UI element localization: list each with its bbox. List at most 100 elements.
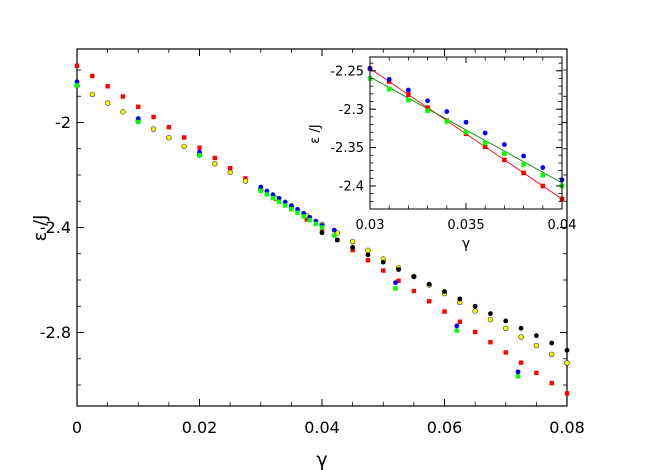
main-series-3-point [135, 116, 141, 121]
inset-series-2-point [463, 129, 469, 135]
main-series-0-point [549, 380, 554, 386]
main-series-3-point [282, 199, 288, 205]
main-x-tick-label: 0.02 [182, 418, 218, 437]
main-series-0-point [90, 73, 95, 79]
main-series-0-point [350, 247, 355, 253]
main-series-4-point [276, 199, 282, 204]
main-series-0-point [166, 125, 172, 130]
inset-x-tick-label: 0.04 [548, 218, 577, 233]
main-series-0-point [105, 84, 110, 89]
main-series-4-point [515, 374, 521, 379]
main-series-1-point [212, 161, 218, 167]
main-series-2-point [564, 347, 570, 353]
main-series-3-point [331, 227, 337, 233]
main-series-2-point [380, 259, 386, 265]
inset-series-0-point [406, 92, 411, 97]
main-series-1-point [472, 308, 478, 314]
main-x-tick-label: 0.06 [427, 418, 463, 437]
main-series-1-point [166, 135, 172, 141]
main-series-4-point [307, 217, 312, 223]
main-series-2-point [518, 325, 524, 331]
main-x-tick-label: 0 [72, 418, 82, 437]
main-series-4-point [295, 210, 300, 215]
main-series-3-point [276, 195, 282, 201]
inset-series-2-point [386, 86, 392, 92]
main-series-4-point [332, 233, 337, 238]
inset-series-marks [367, 66, 565, 202]
inset-x-tick-label: 0.03 [356, 218, 385, 233]
main-y-tick-label: -2.4 [40, 218, 71, 237]
main-series-4-point [393, 286, 398, 291]
main-series-0-point [472, 329, 478, 335]
main-series-0-point [74, 63, 80, 68]
main-series-2-point [472, 303, 478, 309]
inset-series-2-point [425, 108, 430, 114]
main-series-2-point [426, 281, 432, 287]
inset-series-1-point [425, 98, 430, 104]
main-series-2-point [533, 333, 539, 339]
inset-y-tick-label: -2.35 [330, 141, 364, 156]
main-series-4-point [197, 153, 202, 158]
main-series-0-point [381, 268, 386, 273]
main-series-2-point [334, 237, 340, 243]
inset-axis-ticks: 0.03 0.035 0.04 -2.25 -2.3 -2.35 -2.4 [330, 57, 576, 233]
inset-series-1-point [463, 119, 469, 125]
inset-series-1-point [386, 76, 392, 82]
main-series-0-point [396, 278, 401, 283]
main-series-0-point [518, 360, 524, 365]
main-series-0-point [197, 145, 202, 150]
inset-series-0-point [502, 157, 507, 163]
main-series-4-point [258, 188, 263, 193]
main-series-marks [74, 63, 570, 396]
main-series-3-point [393, 280, 398, 286]
main-series-1-point [150, 126, 157, 132]
main-series-2-point [319, 230, 325, 236]
main-y-tick-label: -2.8 [40, 323, 71, 342]
main-series-2-point [442, 289, 447, 294]
main-series-1-point [242, 178, 249, 184]
inset-x-axis-label: γ [462, 236, 470, 252]
main-series-1-point [349, 238, 356, 245]
main-series-3-point [258, 184, 264, 190]
main-series-2-point [549, 340, 555, 346]
inset-series-2-point [521, 162, 526, 167]
main-series-1-point [120, 109, 126, 115]
main-series-0-point [411, 288, 417, 294]
main-series-2-point [457, 296, 463, 302]
main-series-2-point [503, 318, 509, 324]
main-series-3-point [74, 79, 80, 85]
main-axis-ticks: 0 0.02 0.04 0.06 0.08 -2 -2.4 -2.8 [40, 49, 585, 437]
main-series-0-point [426, 299, 432, 304]
inset-series-2-point [502, 151, 507, 157]
main-series-1-point [564, 360, 570, 366]
main-series-0-point [304, 217, 309, 222]
main-series-0-point [151, 114, 156, 120]
main-series-0-point [227, 165, 233, 171]
main-series-0-point [534, 370, 539, 376]
main-series-3-point [270, 192, 276, 198]
main-series-4-point [283, 203, 288, 208]
main-series-0-point [181, 135, 187, 140]
main-series-4-point [264, 192, 270, 197]
main-series-0-point [120, 94, 126, 99]
main-series-0-point [365, 258, 371, 263]
main-x-tick-label: 0.08 [549, 418, 585, 437]
main-series-0-point [488, 340, 493, 345]
inset-series-0-point [425, 105, 430, 110]
inset-y-tick-label: -2.4 [339, 180, 364, 195]
main-x-tick-label: 0.04 [304, 418, 340, 437]
main-series-3-point [515, 369, 521, 375]
inset-y-tick-label: -2.3 [339, 103, 364, 118]
inset-plot: 0.03 0.035 0.04 -2.25 -2.3 -2.35 -2.4 γ ε /J [308, 56, 576, 252]
main-series-4-point [270, 195, 276, 201]
main-plot: 0 0.02 0.04 0.06 0.08 -2 -2.4 -2.8 γ ε /J [30, 48, 585, 470]
inset-series-1-point [406, 87, 411, 93]
main-series-1-point [503, 325, 509, 331]
main-series-4-point [454, 328, 459, 333]
main-series-0-point [503, 350, 508, 355]
main-series-1-point [548, 351, 555, 357]
main-series-1-point [487, 316, 494, 323]
inset-y-tick-label: -2.25 [330, 64, 364, 79]
inset-series-0-point [540, 183, 546, 189]
